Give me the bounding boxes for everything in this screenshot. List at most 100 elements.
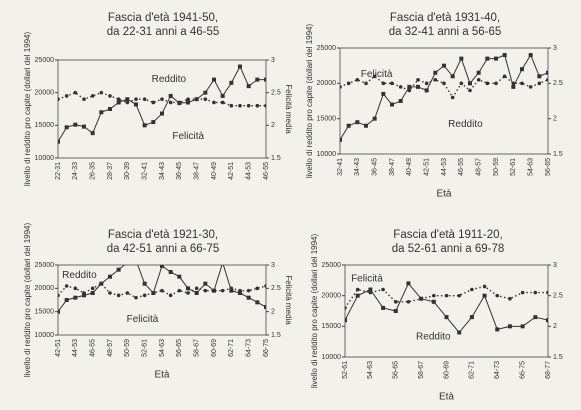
income-point [229,80,234,85]
y-axis-label: livello di reddito pro capite (dollari d… [310,234,319,389]
x-tick-label: 22-31 [55,162,62,180]
happiness-point [142,97,147,101]
happiness-point [186,291,190,295]
happiness-point [73,286,78,291]
income-point [381,91,386,96]
happiness-point [82,291,86,295]
income-point [485,56,490,61]
happiness-point [433,78,438,82]
x-tick-label: 48-57 [107,339,114,357]
income-point [238,64,242,69]
x-tick-label: 52-61 [342,361,349,379]
x-tick-label: 54-63 [367,361,374,379]
x-tick-label: 30-39 [124,162,131,180]
income-point [212,77,216,82]
series-line [340,53,548,141]
happiness-point [355,287,360,292]
plot [340,53,548,142]
happiness-point [432,293,436,298]
happiness-point [528,85,533,89]
y-tick-label: 15000 [35,122,55,129]
x-tick-label: 56-65 [176,339,183,357]
series-label: Felicità [361,69,393,80]
happiness-point [511,81,516,86]
income-point [255,77,260,82]
income-point [82,293,86,298]
y2-tick-label: 1.5 [271,155,281,162]
x-tick-label: 60-69 [443,361,450,379]
income-point [355,293,360,298]
income-point [390,102,394,107]
y2-tick-label: 2.5 [553,293,563,300]
x-tick-label: 34-43 [159,162,166,180]
income-point [194,291,199,295]
happiness-point [151,291,156,295]
y2-tick-label: 2.5 [553,80,563,87]
happiness-point [346,81,351,86]
y-tick-label: 25000 [317,45,337,52]
income-point [398,99,403,103]
plot [58,265,266,314]
income-point [468,81,472,86]
happiness-point [368,290,373,295]
happiness-point [355,78,360,82]
x-tick-label: 48-57 [476,158,483,176]
happiness-point [482,284,487,289]
happiness-point [212,100,216,105]
chart-subtitle: da 52-61 anni a 69-78 [392,243,505,255]
income-point [168,93,173,98]
income-point [406,281,411,286]
happiness-point [502,74,507,79]
x-tick-label: 44-53 [246,162,253,180]
income-point [160,265,164,268]
y-axis-label: livello di reddito pro capite (dollari d… [23,32,32,187]
income-point [469,315,474,320]
y-tick-label: 10000 [317,151,337,158]
happiness-point [457,293,461,298]
income-point [229,288,234,293]
y2-tick-label: 3 [271,262,275,269]
income-point [407,84,412,89]
x-tick-label: 32-41 [142,162,149,180]
happiness-point [537,81,542,86]
income-point [264,77,266,82]
x-tick-label: 44-53 [441,158,448,176]
plot-frame [339,47,549,155]
x-axis-label: Età [436,189,451,200]
x-tick-label: 52-61 [510,158,517,176]
income-point [346,123,351,128]
x-tick-label: 60-69 [211,339,218,357]
income-point [58,139,60,144]
y2-tick-label: 3 [271,57,275,64]
happiness-point [194,97,199,101]
income-point [502,53,507,58]
happiness-point [398,85,403,89]
x-tick-label: 38-47 [389,158,396,176]
happiness-point [381,81,386,86]
series-label: Reddito [62,270,97,281]
series-label: Felicità [351,273,383,284]
happiness-point [64,94,69,98]
income-point [90,131,95,136]
income-point [116,100,121,105]
happiness-point [229,286,234,291]
x-tick-label: 56-65 [393,361,400,379]
income-point [431,299,436,304]
chart-title: Fascia d'età 1921-30, [108,229,218,241]
y-tick-label: 10000 [35,155,55,162]
income-point [186,286,190,291]
income-point [108,274,112,279]
series-line [58,265,266,312]
income-point [203,90,208,95]
income-point [151,120,156,125]
x-tick-label: 62-71 [469,361,476,379]
income-point [368,287,373,292]
happiness-point [64,284,69,288]
income-point [537,74,542,79]
y-axis-label: livello di reddito pro capite (dollari d… [23,223,32,378]
x-tick-label: 66-75 [519,361,526,379]
income-point [58,309,60,314]
happiness-point [546,78,548,82]
happiness-point [508,296,512,301]
plot [58,64,266,144]
